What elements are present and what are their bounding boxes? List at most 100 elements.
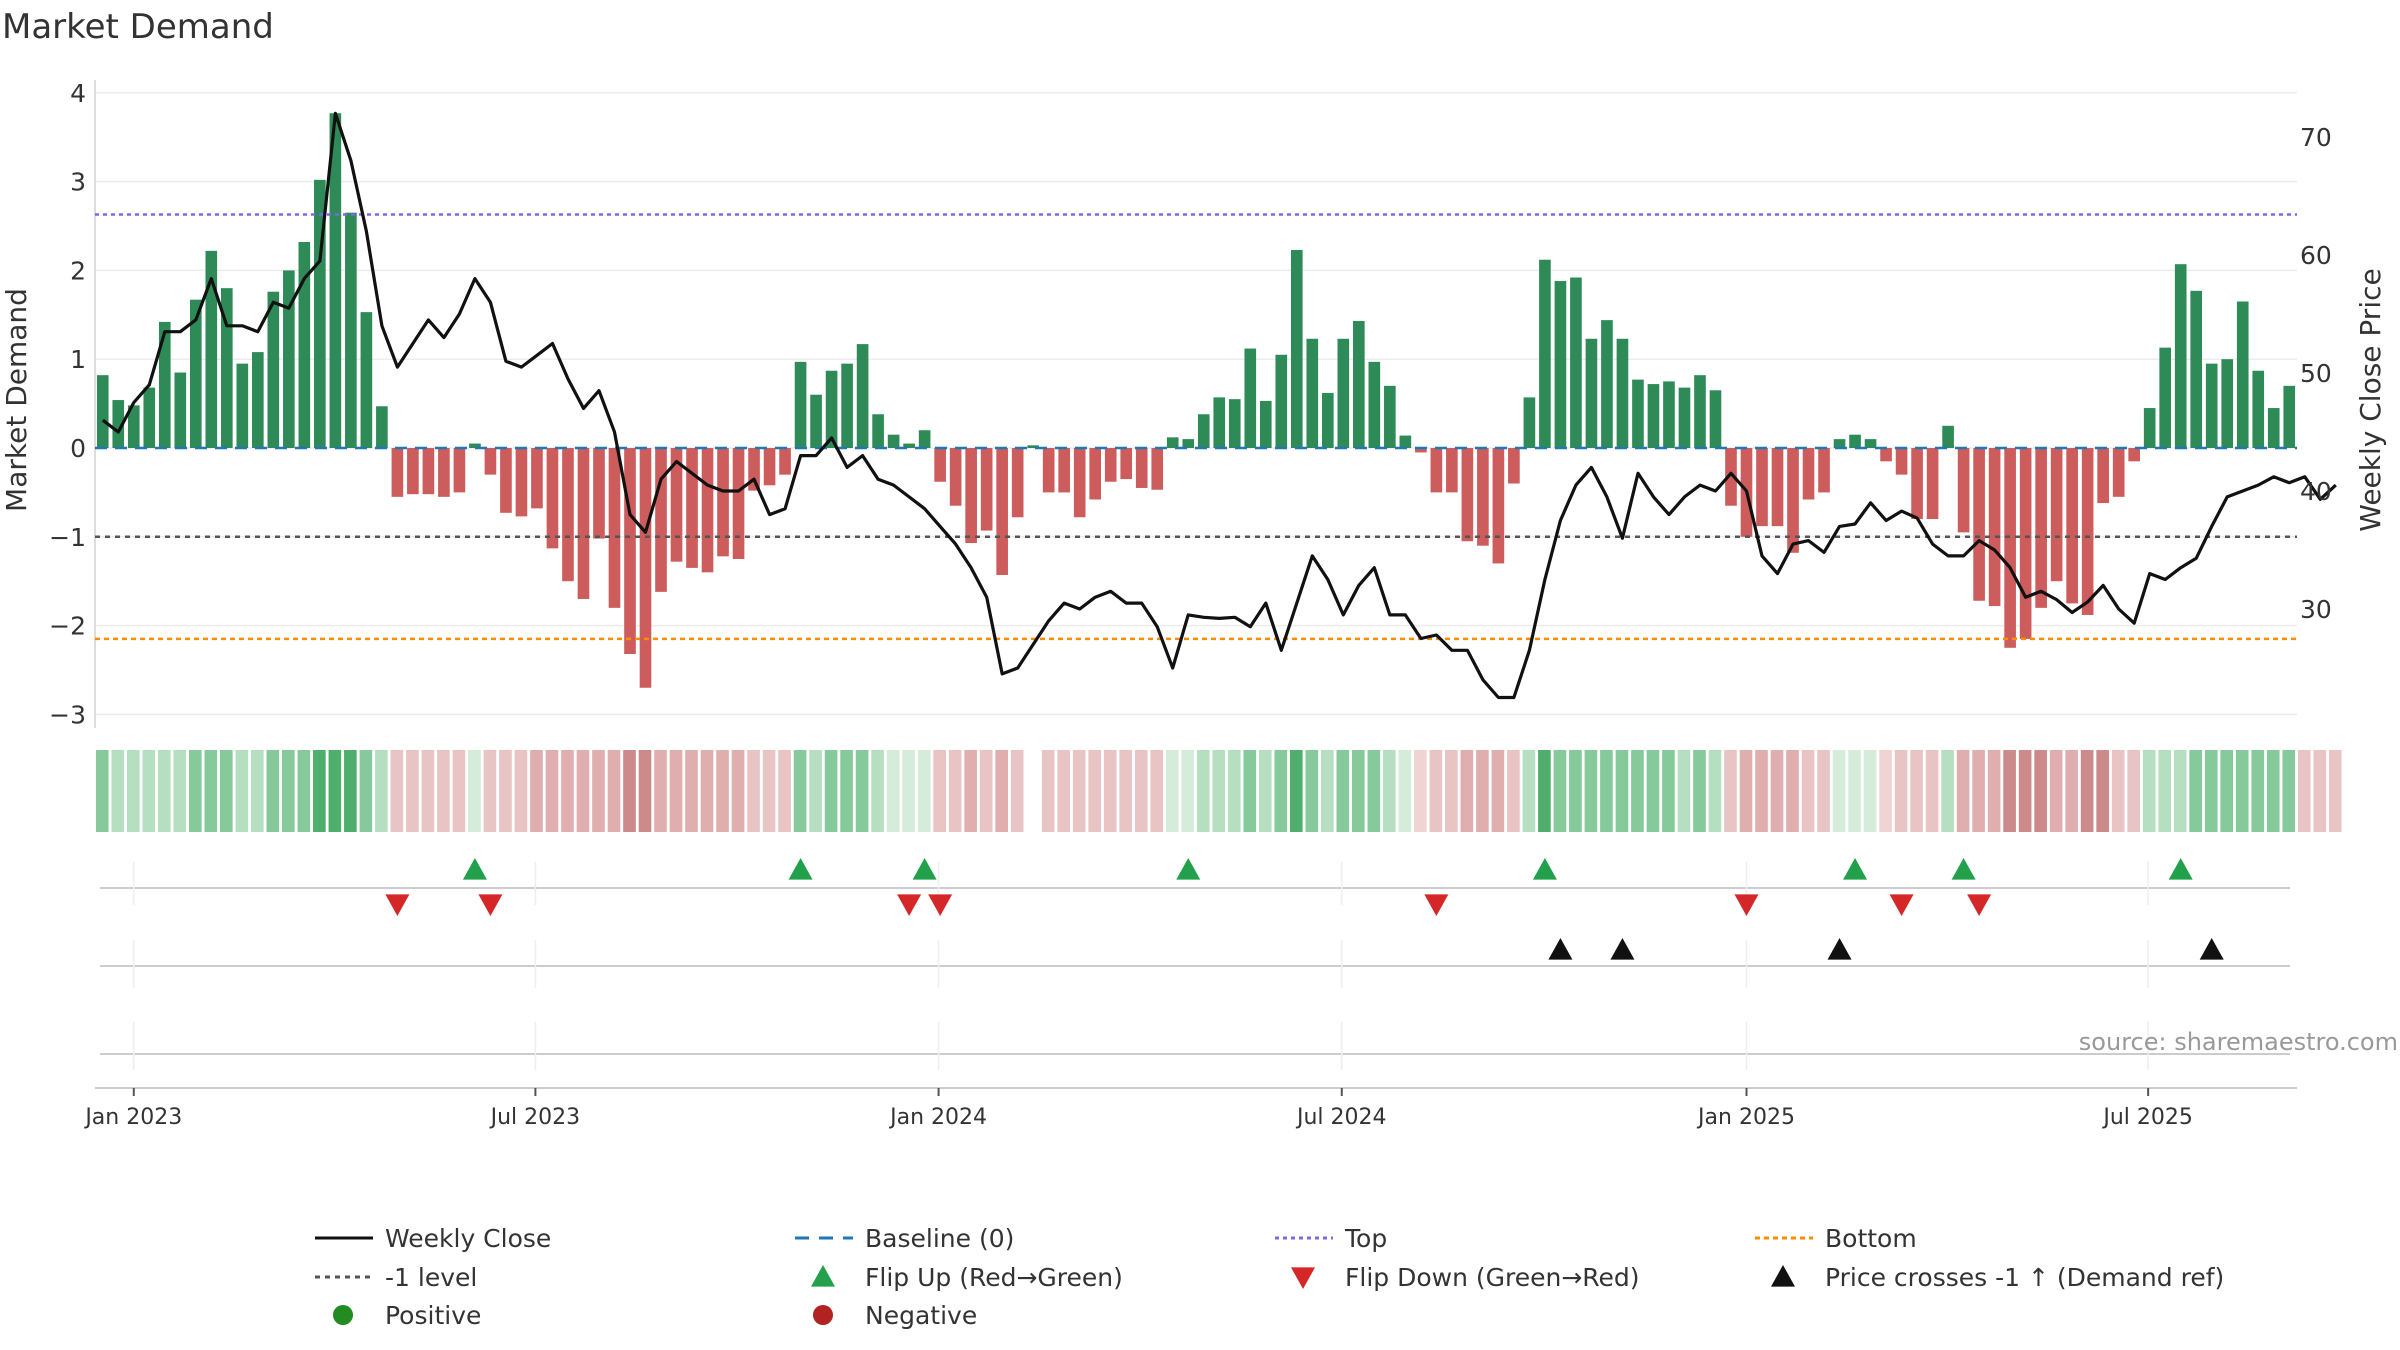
y-tick-label: 1 bbox=[70, 345, 86, 374]
demand-bar bbox=[1461, 448, 1474, 542]
heat-strip-cell bbox=[669, 750, 683, 832]
heat-strip-cell bbox=[1072, 750, 1086, 832]
heat-strip-cell bbox=[204, 750, 218, 832]
heat-strip-cell bbox=[1336, 750, 1350, 832]
legend-label: Negative bbox=[865, 1301, 977, 1330]
demand-bar bbox=[1321, 392, 1334, 448]
heat-strip-cell bbox=[2003, 750, 2016, 832]
demand-bar bbox=[376, 406, 388, 448]
demand-bar bbox=[1616, 338, 1629, 448]
legend-swatch bbox=[813, 1305, 833, 1325]
demand-bar bbox=[345, 212, 357, 448]
heat-strip-cell bbox=[824, 750, 838, 832]
legend-label: Top bbox=[1344, 1224, 1387, 1253]
y-tick-label: −1 bbox=[49, 523, 86, 552]
flip-down-marker bbox=[385, 894, 410, 916]
heat-strip-cell bbox=[1460, 750, 1474, 832]
flip-signal-track bbox=[100, 858, 2290, 916]
legend-label: Bottom bbox=[1825, 1224, 1917, 1253]
heat-strip-cell bbox=[840, 750, 853, 832]
heat-strip-cell bbox=[2018, 750, 2032, 832]
heat-strip-cell bbox=[468, 750, 481, 832]
demand-bar bbox=[949, 448, 962, 506]
demand-bar bbox=[1446, 448, 1458, 493]
price-cross-marker bbox=[1827, 938, 1852, 960]
demand-bar bbox=[1182, 439, 1195, 448]
x-tick-label: Jan 2023 bbox=[83, 1105, 182, 1130]
heat-strip-cell bbox=[359, 750, 373, 832]
legend-swatch bbox=[333, 1305, 353, 1325]
flip-down-marker bbox=[928, 894, 953, 916]
heat-strip-cell bbox=[2220, 750, 2234, 832]
heat-strip-cell bbox=[654, 750, 667, 832]
demand-bar bbox=[1058, 448, 1071, 493]
heat-strip-cell bbox=[142, 750, 156, 832]
heat-strip-cell bbox=[188, 750, 202, 832]
demand-bar bbox=[732, 448, 745, 559]
heat-strip-cell bbox=[1553, 750, 1567, 832]
heat-strip-cell bbox=[483, 750, 497, 832]
legend-price-cross: Price crosses -1 ↑ (Demand ref) bbox=[1771, 1263, 2224, 1292]
demand-bar bbox=[2081, 448, 2094, 615]
heat-strip-cell bbox=[933, 750, 946, 832]
flip-up-marker bbox=[788, 858, 813, 880]
heat-strip-cell bbox=[964, 750, 977, 832]
heat-strip-cell bbox=[1755, 750, 1768, 832]
demand-bar bbox=[283, 270, 295, 448]
price-cross-marker bbox=[2199, 938, 2224, 960]
demand-bar bbox=[810, 394, 822, 448]
heat-strip-cell bbox=[948, 750, 962, 832]
heat-strip-cell bbox=[1956, 750, 1970, 832]
demand-bar bbox=[2236, 301, 2249, 448]
heat-strip-cell bbox=[1243, 750, 1257, 832]
heat-strip-cell bbox=[685, 750, 698, 832]
heat-strip-cell bbox=[607, 750, 621, 832]
demand-bar bbox=[1973, 448, 1985, 601]
heat-strip-cell bbox=[1165, 750, 1179, 832]
heat-strip-cell bbox=[716, 750, 729, 832]
heat-strip-cell bbox=[2127, 750, 2140, 832]
demand-bar bbox=[1073, 448, 1086, 518]
demand-bar bbox=[1570, 277, 1582, 448]
legend-bottom: Bottom bbox=[1755, 1224, 1917, 1253]
demand-bar bbox=[2174, 264, 2187, 448]
demand-bar bbox=[1415, 448, 1427, 453]
heat-strip-cell bbox=[1972, 750, 1985, 832]
heat-strip-cell bbox=[747, 750, 760, 832]
heat-strip-cell bbox=[1879, 750, 1892, 832]
heat-strip-cell bbox=[2282, 750, 2296, 832]
demand-bar bbox=[1228, 399, 1241, 448]
heat-strip-cell bbox=[793, 750, 807, 832]
flip-down-marker bbox=[1889, 894, 1914, 916]
heat-strip-cell bbox=[902, 750, 915, 832]
legend: Weekly Close Baseline (0) Top Bottom -1 leve… bbox=[315, 1224, 2224, 1330]
flip-down-marker bbox=[1967, 894, 1992, 916]
heat-strip-cell bbox=[219, 750, 233, 832]
heat-strip-cell bbox=[1274, 750, 1288, 832]
demand-bar bbox=[1089, 448, 1102, 500]
demand-bar bbox=[2066, 448, 2078, 604]
heat-strip-cell bbox=[1600, 750, 1613, 832]
heat-strip-cell bbox=[1832, 750, 1846, 832]
heat-strip-cell bbox=[1584, 750, 1598, 832]
demand-bar bbox=[1849, 434, 1861, 448]
heat-strip-cell bbox=[638, 750, 652, 832]
legend-baseline: Baseline (0) bbox=[795, 1224, 1014, 1253]
demand-bar bbox=[1988, 448, 2001, 607]
demand-bar bbox=[1632, 379, 1644, 448]
demand-bar bbox=[2112, 448, 2125, 497]
demand-bar bbox=[360, 312, 373, 448]
flip-up-marker bbox=[912, 858, 937, 880]
demand-bar bbox=[2035, 448, 2047, 608]
demand-bar bbox=[2019, 448, 2032, 639]
y-tick-label: −2 bbox=[49, 612, 86, 641]
demand-bar bbox=[438, 448, 450, 497]
heat-strip-cell bbox=[1181, 750, 1195, 832]
demand-bar bbox=[1880, 448, 1892, 462]
demand-bar bbox=[1508, 448, 1520, 484]
demand-bar bbox=[2143, 408, 2156, 448]
demand-bar bbox=[2205, 363, 2218, 448]
demand-bar bbox=[686, 448, 698, 568]
demand-bar bbox=[1725, 448, 1737, 506]
demand-bar bbox=[887, 434, 900, 448]
